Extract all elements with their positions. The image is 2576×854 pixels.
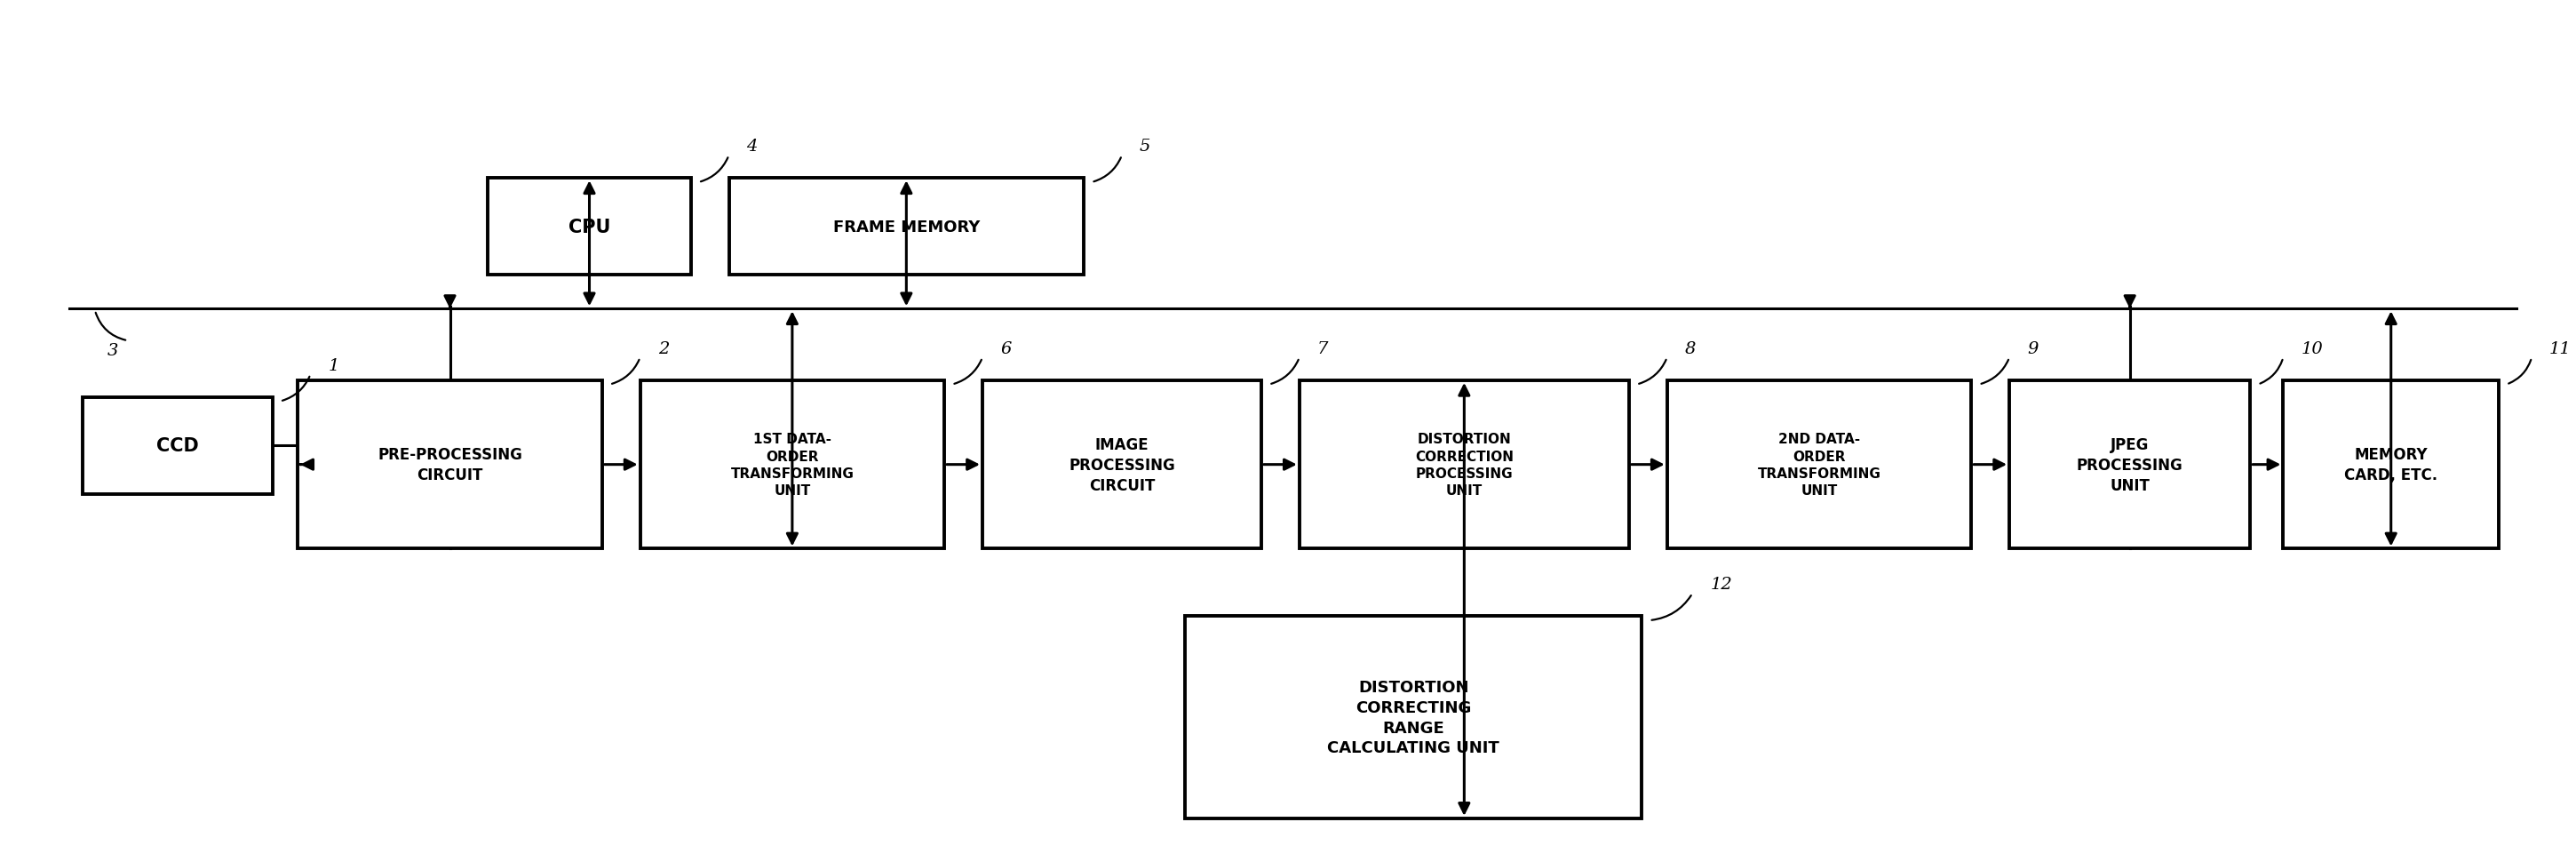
Text: 11: 11 — [2550, 341, 2571, 356]
Bar — [639, 381, 945, 549]
Text: 10: 10 — [2300, 341, 2324, 356]
Text: CPU: CPU — [569, 219, 611, 236]
Bar — [2009, 381, 2251, 549]
Bar — [82, 398, 273, 494]
Text: 2ND DATA-
ORDER
TRANSFORMING
UNIT: 2ND DATA- ORDER TRANSFORMING UNIT — [1757, 433, 1880, 497]
Text: 12: 12 — [1710, 576, 1731, 592]
Bar — [981, 381, 1262, 549]
Text: DISTORTION
CORRECTION
PROCESSING
UNIT: DISTORTION CORRECTION PROCESSING UNIT — [1414, 433, 1515, 497]
Text: MEMORY
CARD, ETC.: MEMORY CARD, ETC. — [2344, 447, 2437, 483]
Text: PRE-PROCESSING
CIRCUIT: PRE-PROCESSING CIRCUIT — [379, 447, 523, 483]
Text: 7: 7 — [1316, 341, 1329, 356]
Text: 3: 3 — [108, 343, 118, 359]
Bar — [299, 381, 603, 549]
Text: 8: 8 — [1685, 341, 1695, 356]
Text: JPEG
PROCESSING
UNIT: JPEG PROCESSING UNIT — [2076, 436, 2182, 494]
Bar — [729, 178, 1084, 276]
Text: 1: 1 — [327, 357, 340, 373]
Bar — [1185, 617, 1641, 818]
Text: 1ST DATA-
ORDER
TRANSFORMING
UNIT: 1ST DATA- ORDER TRANSFORMING UNIT — [732, 433, 853, 497]
Text: 4: 4 — [747, 138, 757, 155]
Text: 2: 2 — [657, 341, 670, 356]
Text: FRAME MEMORY: FRAME MEMORY — [832, 219, 979, 235]
Text: 5: 5 — [1139, 138, 1151, 155]
Bar — [1667, 381, 1971, 549]
Bar — [2282, 381, 2499, 549]
Text: 6: 6 — [999, 341, 1012, 356]
Bar — [1298, 381, 1628, 549]
Text: 9: 9 — [2027, 341, 2038, 356]
Text: IMAGE
PROCESSING
CIRCUIT: IMAGE PROCESSING CIRCUIT — [1069, 436, 1175, 494]
Text: CCD: CCD — [157, 437, 198, 455]
Bar — [487, 178, 690, 276]
Text: DISTORTION
CORRECTING
RANGE
CALCULATING UNIT: DISTORTION CORRECTING RANGE CALCULATING … — [1327, 679, 1499, 756]
